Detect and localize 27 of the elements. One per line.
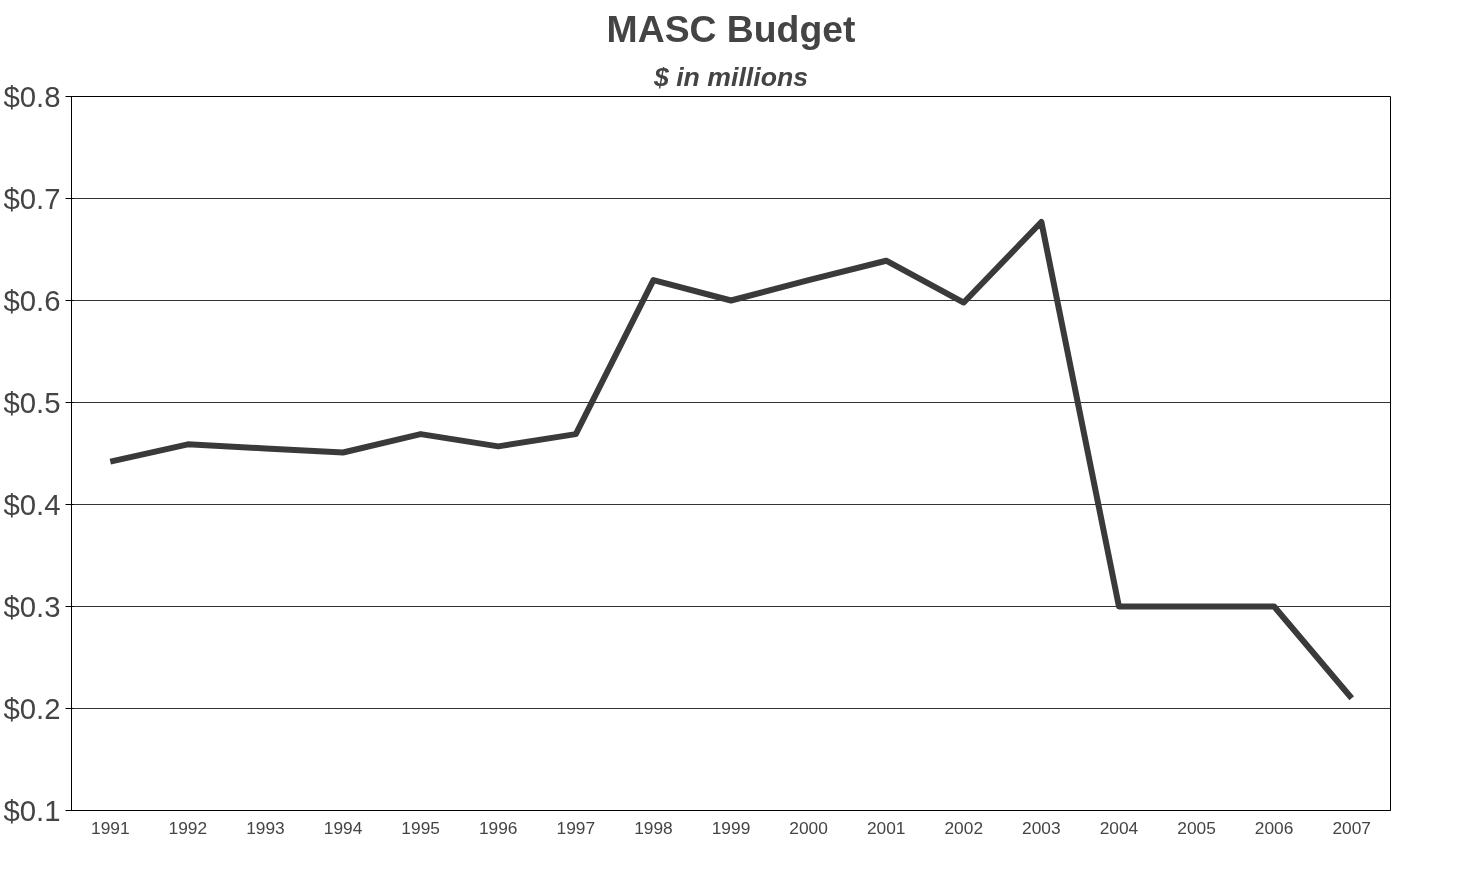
x-tick-label: 1999 — [711, 817, 751, 838]
y-tick-label: $0.1 — [3, 794, 61, 827]
x-tick-label: 1991 — [91, 817, 130, 838]
x-tick-label: 1995 — [401, 817, 440, 838]
y-tick-label: $0.3 — [3, 590, 61, 623]
y-tick-label: $0.4 — [3, 488, 61, 521]
x-tick-label: 1997 — [556, 817, 596, 838]
x-tick-label: 2007 — [1332, 817, 1371, 838]
x-tick-label: 1994 — [323, 817, 363, 838]
x-tick-label: 1993 — [246, 817, 285, 838]
y-tick-label: $0.8 — [3, 80, 61, 113]
x-tick-label: 2000 — [789, 817, 828, 838]
x-tick-label: 2006 — [1254, 817, 1294, 838]
x-tick-label: 1996 — [478, 817, 518, 838]
y-tick-label: $0.5 — [3, 386, 61, 419]
y-tick-label: $0.2 — [3, 692, 61, 725]
chart-subtitle: $ in millions — [652, 61, 809, 92]
x-tick-label: 1998 — [634, 817, 673, 838]
x-tick-label: 2005 — [1177, 817, 1216, 838]
x-tick-label: 2003 — [1022, 817, 1061, 838]
x-tick-label: 2001 — [866, 817, 906, 838]
x-tick-label: 2002 — [944, 817, 984, 838]
x-tick-label: 1992 — [168, 817, 208, 838]
y-tick-label: $0.6 — [3, 284, 61, 317]
y-tick-label: $0.7 — [3, 182, 61, 215]
x-tick-label: 2004 — [1099, 817, 1139, 838]
chart-title: MASC Budget — [606, 7, 856, 50]
